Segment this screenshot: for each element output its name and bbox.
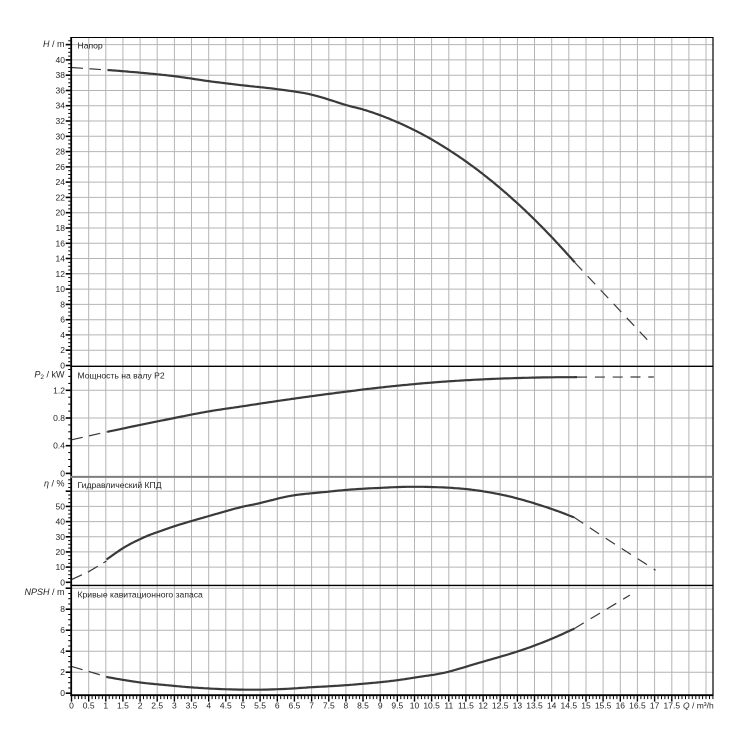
svg-text:50: 50 (56, 501, 66, 511)
svg-text:5: 5 (241, 701, 246, 711)
svg-text:14: 14 (56, 254, 66, 264)
svg-text:0.8: 0.8 (53, 413, 65, 423)
svg-text:9: 9 (378, 701, 383, 711)
svg-text:6: 6 (60, 625, 65, 635)
svg-text:20: 20 (56, 208, 66, 218)
svg-text:28: 28 (56, 147, 66, 157)
svg-text:16: 16 (56, 238, 66, 248)
svg-text:4: 4 (60, 330, 65, 340)
svg-text:4: 4 (60, 646, 65, 656)
svg-text:2: 2 (138, 701, 143, 711)
svg-text:2.5: 2.5 (151, 701, 163, 711)
svg-text:34: 34 (56, 101, 66, 111)
svg-text:2: 2 (60, 345, 65, 355)
svg-text:0.5: 0.5 (83, 701, 95, 711)
svg-text:30: 30 (56, 131, 66, 141)
svg-text:12: 12 (56, 269, 66, 279)
svg-text:26: 26 (56, 162, 66, 172)
svg-text:8: 8 (60, 604, 65, 614)
svg-text:3: 3 (172, 701, 177, 711)
svg-text:6.5: 6.5 (288, 701, 300, 711)
svg-text:8: 8 (60, 299, 65, 309)
svg-text:36: 36 (56, 86, 66, 96)
svg-text:Напор: Напор (78, 40, 103, 50)
svg-text:0: 0 (60, 361, 65, 371)
svg-text:Кривые кавитационного запаса: Кривые кавитационного запаса (78, 589, 204, 599)
svg-text:10: 10 (56, 284, 66, 294)
svg-text:13: 13 (513, 701, 523, 711)
svg-text:10: 10 (56, 562, 66, 572)
svg-text:0.4: 0.4 (53, 441, 65, 451)
svg-text:1.5: 1.5 (117, 701, 129, 711)
svg-text:15: 15 (581, 701, 591, 711)
svg-text:13.5: 13.5 (526, 701, 543, 711)
svg-text:Мощность на валу P2: Мощность на валу P2 (78, 370, 165, 380)
svg-text:Гидравлический КПД: Гидравлический КПД (78, 480, 162, 490)
svg-text:1: 1 (103, 701, 108, 711)
svg-text:NPSH / m: NPSH / m (24, 587, 64, 597)
svg-text:7.5: 7.5 (323, 701, 335, 711)
svg-text:15.5: 15.5 (595, 701, 612, 711)
svg-text:5.5: 5.5 (254, 701, 266, 711)
svg-text:1.2: 1.2 (53, 385, 65, 395)
svg-text:17.5: 17.5 (664, 701, 681, 711)
svg-text:9.5: 9.5 (391, 701, 403, 711)
svg-text:6: 6 (275, 701, 280, 711)
svg-text:0: 0 (60, 688, 65, 698)
svg-text:16: 16 (616, 701, 626, 711)
svg-text:18: 18 (56, 223, 66, 233)
svg-text:0: 0 (60, 468, 65, 478)
svg-text:12.5: 12.5 (492, 701, 509, 711)
svg-text:22: 22 (56, 192, 66, 202)
svg-text:0: 0 (60, 577, 65, 587)
svg-text:17: 17 (650, 701, 660, 711)
svg-text:2: 2 (60, 667, 65, 677)
svg-text:H / m: H / m (43, 39, 65, 49)
svg-text:14: 14 (547, 701, 557, 711)
svg-text:24: 24 (56, 177, 66, 187)
svg-text:16.5: 16.5 (629, 701, 646, 711)
svg-text:32: 32 (56, 116, 66, 126)
svg-text:3.5: 3.5 (186, 701, 198, 711)
svg-text:14.5: 14.5 (561, 701, 578, 711)
svg-text:20: 20 (56, 547, 66, 557)
svg-text:11.5: 11.5 (458, 701, 474, 711)
svg-text:8: 8 (344, 701, 349, 711)
svg-text:38: 38 (56, 70, 66, 80)
svg-text:6: 6 (60, 315, 65, 325)
svg-text:10: 10 (410, 701, 420, 711)
svg-text:12: 12 (478, 701, 488, 711)
svg-text:η / %: η / % (44, 479, 65, 489)
svg-text:4: 4 (206, 701, 211, 711)
svg-text:30: 30 (56, 532, 66, 542)
svg-text:40: 40 (56, 517, 66, 527)
svg-text:40: 40 (56, 55, 66, 65)
svg-text:4.5: 4.5 (220, 701, 232, 711)
svg-text:10.5: 10.5 (423, 701, 440, 711)
svg-text:P2 / kW: P2 / kW (34, 370, 65, 382)
svg-text:Q / m³/h: Q / m³/h (683, 701, 714, 711)
svg-text:7: 7 (309, 701, 314, 711)
svg-text:11: 11 (444, 701, 453, 711)
svg-text:0: 0 (69, 701, 74, 711)
svg-text:8.5: 8.5 (357, 701, 369, 711)
